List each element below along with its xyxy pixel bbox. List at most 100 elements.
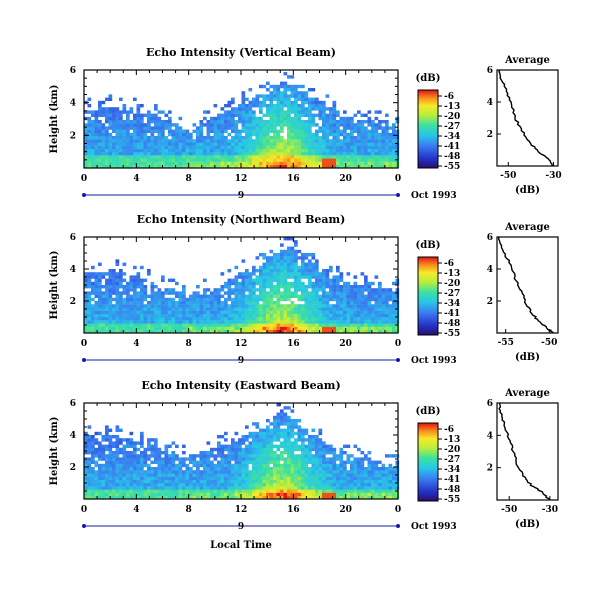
intensity-cell — [91, 323, 95, 327]
intensity-cell — [234, 294, 239, 298]
intensity-cell — [371, 492, 375, 496]
intensity-cell — [98, 323, 102, 327]
intensity-cell — [154, 444, 158, 448]
intensity-cell — [91, 460, 95, 464]
intensity-cell — [164, 152, 169, 156]
intensity-cell — [266, 425, 270, 429]
intensity-cell — [189, 486, 193, 490]
intensity-cell — [353, 476, 358, 480]
intensity-cell — [374, 317, 379, 321]
intensity-cell — [192, 152, 197, 156]
x-tick-label: 8 — [186, 339, 192, 349]
intensity-cell — [381, 142, 386, 146]
intensity-cell — [269, 113, 274, 117]
intensity-cell — [273, 158, 277, 162]
intensity-cell — [308, 100, 312, 105]
intensity-cell — [336, 304, 340, 308]
intensity-cell — [325, 447, 330, 452]
intensity-cell — [129, 142, 134, 146]
intensity-cell — [269, 288, 274, 292]
intensity-cell — [234, 317, 239, 321]
intensity-cell — [248, 110, 253, 114]
intensity-cell — [178, 470, 183, 474]
intensity-cell — [182, 304, 186, 308]
intensity-cell — [329, 310, 333, 314]
intensity-cell — [294, 129, 298, 133]
intensity-cell — [283, 479, 288, 484]
intensity-cell — [87, 492, 92, 496]
intensity-cell — [115, 142, 120, 146]
intensity-cell — [147, 495, 151, 500]
intensity-cell — [119, 483, 123, 487]
intensity-cell — [350, 142, 354, 146]
intensity-cell — [378, 304, 382, 308]
intensity-cell — [108, 435, 113, 439]
intensity-cell — [178, 483, 183, 487]
intensity-cell — [252, 451, 256, 455]
intensity-cell — [252, 441, 256, 445]
intensity-cell — [245, 460, 249, 464]
intensity-cell — [227, 320, 232, 324]
intensity-cell — [210, 479, 214, 484]
intensity-cell — [241, 110, 246, 114]
intensity-cell — [280, 110, 284, 114]
intensity-cell — [206, 329, 211, 334]
intensity-cell — [325, 145, 330, 149]
intensity-cell — [385, 473, 389, 477]
intensity-cell — [332, 132, 337, 137]
intensity-cell — [217, 161, 221, 165]
intensity-cell — [283, 489, 288, 493]
intensity-cell — [371, 317, 375, 321]
intensity-cell — [276, 486, 281, 490]
intensity-cell — [353, 145, 358, 149]
intensity-cell — [238, 441, 242, 445]
intensity-cell — [276, 288, 281, 292]
intensity-cell — [227, 113, 232, 117]
intensity-cell — [395, 326, 400, 330]
intensity-cell — [322, 275, 326, 279]
intensity-cell — [283, 158, 288, 162]
intensity-cell — [367, 110, 372, 114]
intensity-cell — [315, 329, 319, 334]
intensity-cell — [357, 483, 361, 487]
intensity-cell — [343, 291, 347, 295]
intensity-cell — [157, 294, 162, 298]
intensity-cell — [311, 428, 316, 432]
intensity-cell — [94, 476, 99, 480]
intensity-cell — [119, 326, 123, 330]
intensity-cell — [287, 113, 291, 117]
intensity-cell — [343, 301, 347, 305]
intensity-cell — [175, 126, 179, 130]
intensity-cell — [203, 460, 207, 464]
intensity-cell — [122, 152, 127, 156]
intensity-cell — [371, 463, 375, 468]
intensity-cell — [301, 123, 305, 127]
intensity-cell — [178, 320, 183, 324]
intensity-cell — [304, 148, 309, 153]
intensity-cell — [283, 288, 288, 292]
intensity-cell — [259, 94, 263, 98]
intensity-cell — [308, 107, 312, 111]
intensity-cell — [297, 294, 302, 298]
intensity-cell — [301, 438, 305, 442]
intensity-cell — [161, 317, 165, 321]
intensity-cell — [329, 495, 333, 500]
intensity-cell — [367, 323, 372, 327]
intensity-cell — [311, 291, 316, 295]
intensity-cell — [287, 470, 291, 474]
intensity-cell — [350, 297, 354, 302]
intensity-cell — [217, 145, 221, 149]
intensity-cell — [273, 116, 277, 121]
intensity-cell — [248, 451, 253, 455]
intensity-cell — [129, 139, 134, 143]
intensity-cell — [290, 495, 295, 500]
intensity-cell — [245, 281, 249, 286]
intensity-cell — [129, 148, 134, 153]
intensity-cell — [318, 100, 323, 105]
intensity-cell — [280, 495, 284, 500]
intensity-cell — [287, 438, 291, 442]
intensity-cell — [241, 152, 246, 156]
intensity-cell — [234, 148, 239, 153]
intensity-cell — [385, 470, 389, 474]
intensity-cell — [245, 304, 249, 308]
